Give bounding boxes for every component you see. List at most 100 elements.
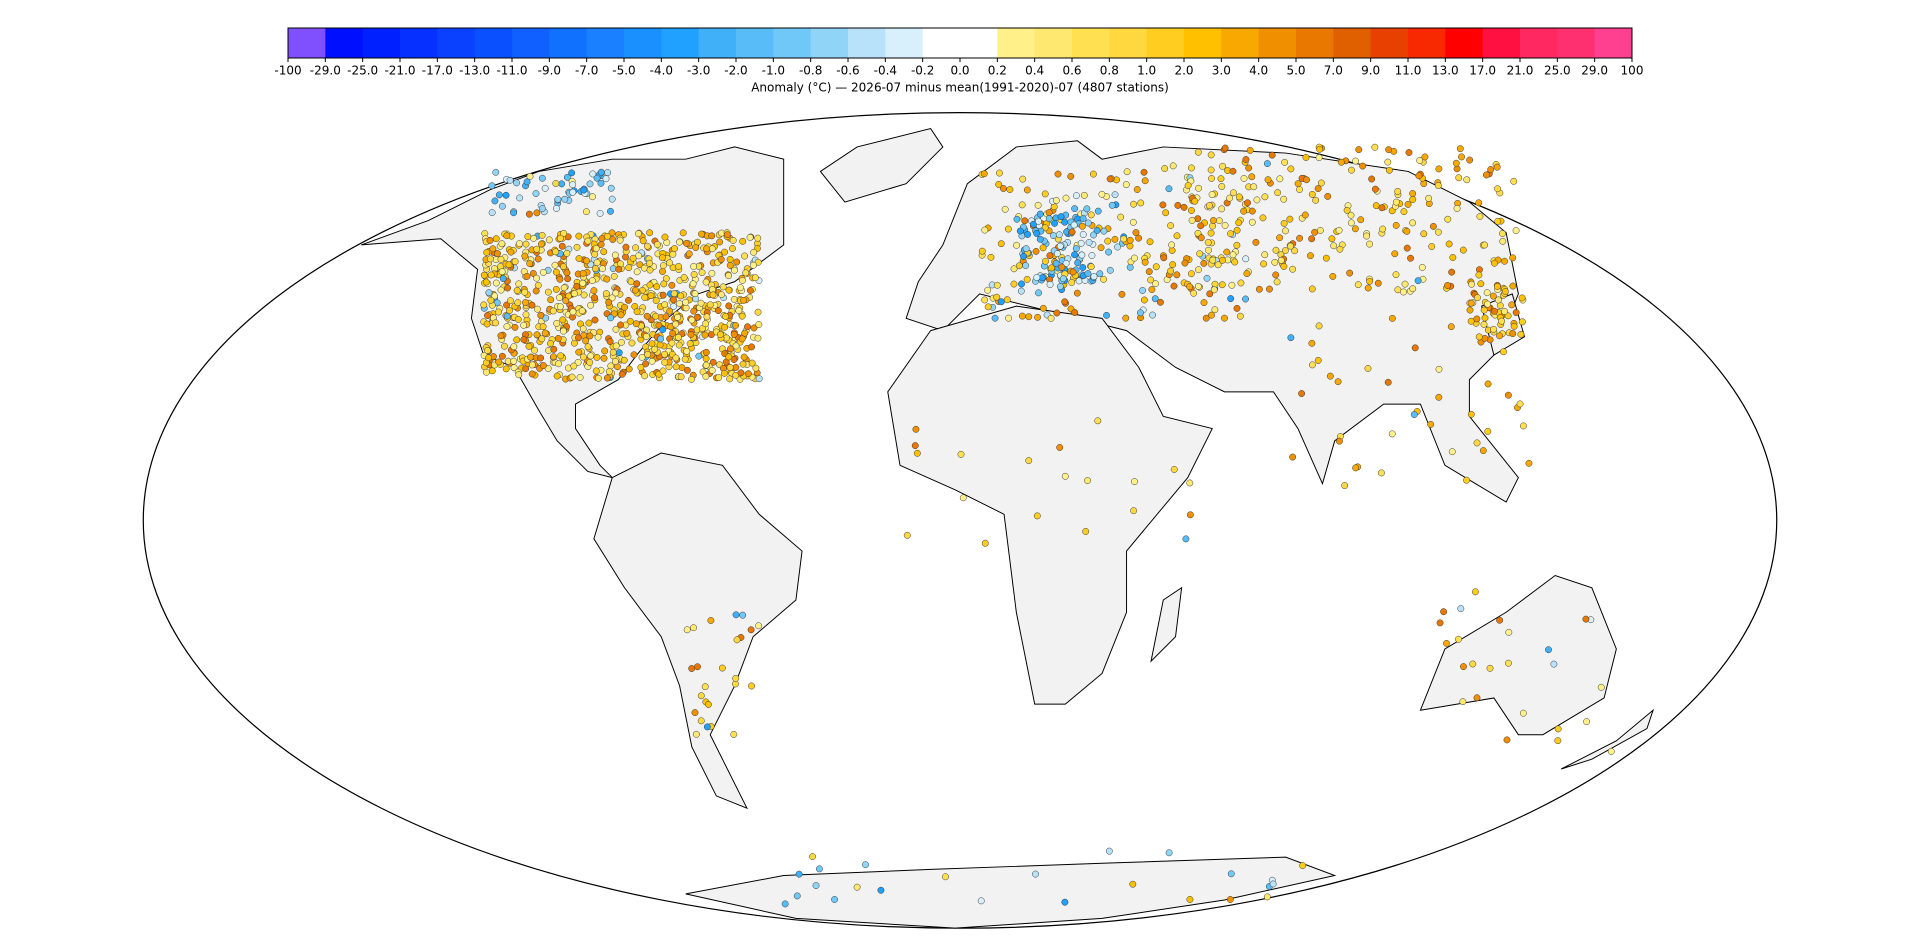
station-dot [646, 259, 654, 267]
station-dot [659, 367, 667, 375]
colorbar-segment [586, 28, 625, 58]
station-dot [1518, 318, 1526, 326]
station-dot [732, 342, 740, 350]
station-dot [1162, 209, 1170, 217]
station-dot [1207, 166, 1215, 174]
station-dot [503, 232, 511, 240]
station-dot [1168, 247, 1176, 254]
station-dot [623, 329, 631, 337]
station-dot [1509, 254, 1517, 262]
station-dot [1036, 210, 1044, 218]
station-dot [486, 236, 494, 244]
station-dot [1097, 244, 1105, 252]
station-dot [1486, 664, 1494, 672]
station-dot [1248, 207, 1256, 215]
station-dot [1093, 227, 1101, 234]
station-dot [503, 312, 511, 320]
station-dot [1467, 317, 1475, 325]
station-dot [1233, 241, 1241, 249]
station-dot [1103, 311, 1110, 319]
station-dot [569, 308, 577, 316]
station-dot [547, 340, 554, 347]
station-dot [510, 209, 518, 217]
station-dot [1259, 214, 1267, 222]
station-dot [557, 352, 565, 360]
colorbar-tick-label: 25.0 [1544, 64, 1571, 78]
station-dot [732, 364, 740, 371]
station-dot [516, 194, 524, 202]
station-dot [538, 240, 545, 248]
station-dot [583, 257, 590, 265]
station-dot [1307, 252, 1314, 260]
station-dot [912, 425, 920, 433]
australia [1419, 574, 1617, 736]
station-dot [579, 269, 587, 277]
station-dot [1187, 270, 1195, 278]
station-dot [1051, 219, 1058, 227]
station-dot [702, 278, 710, 286]
station-dot [1411, 344, 1419, 352]
station-dot [633, 280, 641, 288]
station-dot [560, 284, 568, 292]
colorbar-segment [1594, 28, 1633, 58]
station-dot [1357, 216, 1365, 224]
station-dot [1400, 208, 1408, 216]
station-dot [1223, 248, 1231, 256]
station-dot [511, 323, 519, 331]
station-dot [593, 259, 601, 267]
station-dot [648, 340, 656, 348]
station-dot [1272, 246, 1280, 254]
station-dot [1149, 311, 1156, 319]
station-dot [1260, 260, 1268, 268]
station-dot [1024, 231, 1032, 238]
station-dot [515, 371, 523, 379]
station-dot [531, 346, 538, 354]
station-dot [1308, 339, 1316, 347]
station-dot [1208, 191, 1216, 198]
station-dot [484, 347, 491, 354]
station-dot [737, 284, 744, 292]
station-dot [483, 368, 490, 376]
station-dot [1394, 188, 1402, 195]
station-dot [754, 308, 762, 316]
station-dot [1348, 166, 1355, 174]
station-dot [563, 249, 571, 257]
station-dot [522, 299, 529, 306]
station-dot [957, 450, 965, 458]
station-dot [1073, 289, 1081, 297]
station-dot [1261, 193, 1269, 201]
station-dot [1268, 151, 1276, 159]
station-dot [677, 292, 685, 300]
station-dot [608, 195, 616, 203]
station-dot [1157, 298, 1164, 306]
station-dot [1188, 207, 1195, 214]
station-dot [1105, 847, 1113, 855]
colorbar-tick-label: -29.0 [310, 64, 341, 78]
station-dot [1434, 182, 1442, 190]
station-dot [537, 311, 545, 319]
station-dot [1280, 220, 1288, 227]
station-dot [651, 345, 659, 353]
colorbar-tick-label: -13.0 [459, 64, 490, 78]
station-dot [504, 284, 511, 292]
station-dot [1165, 185, 1173, 193]
station-dot [993, 293, 1001, 301]
station-dot [562, 297, 570, 305]
station-dot [1466, 156, 1474, 164]
station-dot [725, 302, 733, 310]
station-dot [607, 184, 615, 192]
station-dot [1050, 232, 1057, 240]
station-dot [1032, 247, 1040, 255]
station-dot [672, 354, 680, 362]
station-dot [1498, 317, 1506, 325]
station-dot [1186, 896, 1194, 903]
colorbar-segment [1072, 28, 1110, 58]
station-dot [677, 373, 685, 381]
station-dot [1519, 709, 1527, 717]
station-dot [597, 168, 605, 176]
station-dot [991, 314, 999, 322]
station-dot [1250, 183, 1258, 191]
station-dot [1237, 279, 1245, 287]
station-dot [1194, 215, 1202, 223]
station-dot [1337, 158, 1345, 166]
